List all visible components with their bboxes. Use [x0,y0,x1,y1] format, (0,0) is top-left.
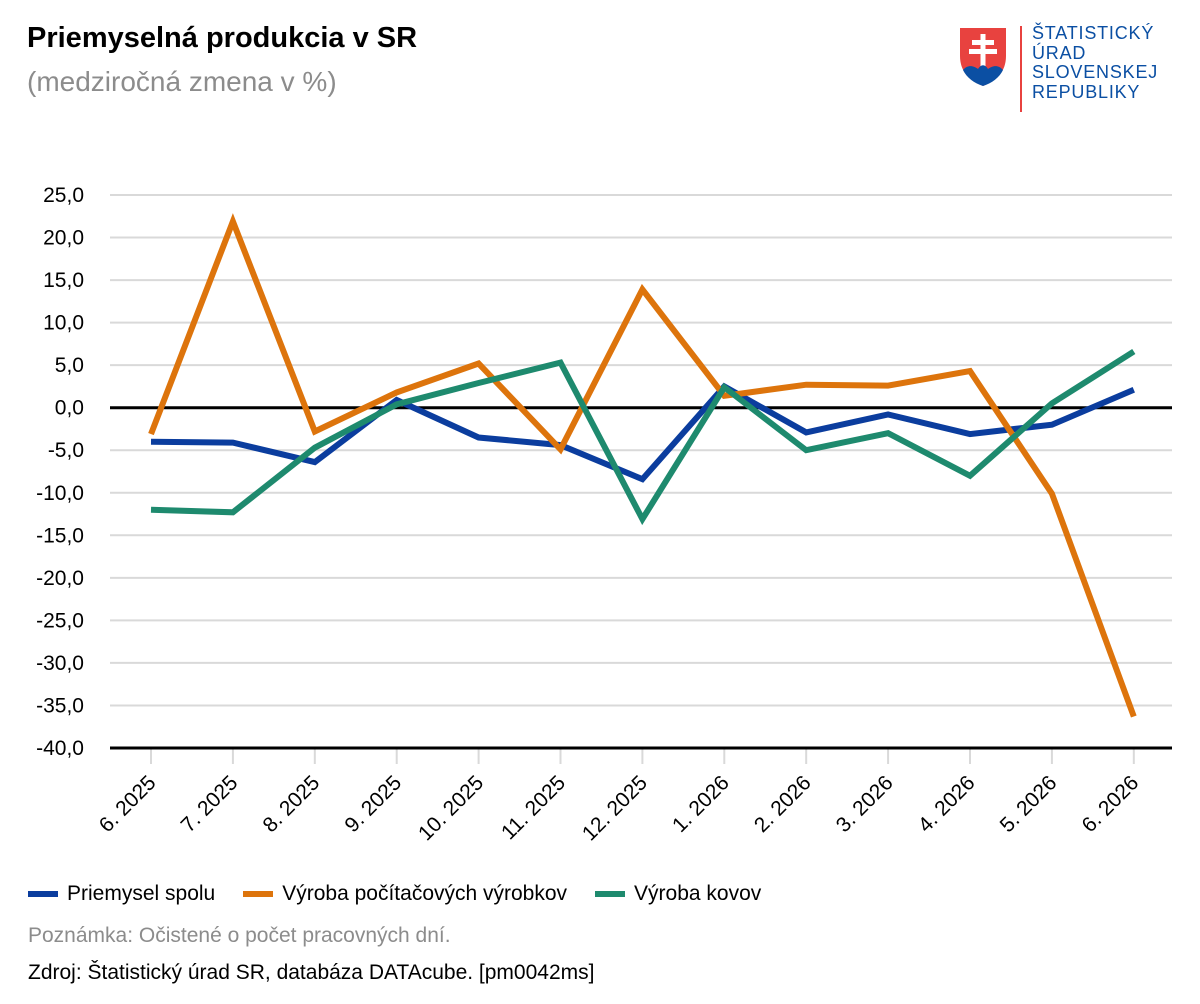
statistical-office-logo: ŠTATISTICKÝ ÚRAD SLOVENSKEJ REPUBLIKY [958,23,1178,116]
y-tick-label: -15,0 [36,524,84,547]
x-tick-label: 4. 2026 [914,771,980,837]
y-tick-label: 25,0 [43,184,84,207]
legend-label: Výroba kovov [634,882,762,905]
chart-note: Poznámka: Očistené o počet pracovných dn… [28,924,451,947]
x-tick-label: 9. 2025 [340,771,406,837]
slovak-coat-of-arms-icon [960,28,1006,86]
y-tick-label: -5,0 [48,439,84,462]
y-tick-label: 15,0 [43,269,84,292]
x-tick-label: 11. 2025 [497,771,570,844]
chart-source: Zdroj: Štatistický úrad SR, databáza DAT… [28,961,595,984]
legend-item-priemysel-spolu: Priemysel spolu [28,882,215,906]
y-tick-label: 10,0 [43,312,84,335]
chart-subtitle: (medziročná zmena v %) [27,66,337,97]
y-tick-label: -35,0 [36,694,84,717]
x-tick-label: 5. 2026 [996,771,1062,837]
x-tick-label: 3. 2026 [832,771,898,837]
x-tick-label: 6. 2026 [1078,771,1144,837]
legend-label: Výroba počítačových výrobkov [282,882,568,905]
logo-text-line: ÚRAD [1032,42,1087,63]
logo-text-line: ŠTATISTICKÝ [1032,23,1155,43]
y-tick-label: -30,0 [36,652,84,675]
chart-legend: Priemysel spolu Výroba počítačových výro… [28,880,789,908]
y-tick-label: 0,0 [55,397,84,420]
series-line-1 [150,382,1135,483]
legend-item-vyroba-pocitacovych-vyrobkov: Výroba počítačových výrobkov [243,882,567,906]
y-tick-label: 20,0 [43,227,84,250]
legend-swatch [595,891,626,897]
legend-swatch [28,891,58,897]
x-tick-label: 8. 2025 [259,771,325,837]
logo-divider [1020,26,1022,112]
chart-title: Priemyselná produkcia v SR [27,22,418,54]
legend-item-vyroba-kovov: Výroba kovov [595,882,761,906]
series-line-3 [150,348,1136,526]
logo-text-line: REPUBLIKY [1032,81,1141,102]
x-tick-label: 12. 2025 [578,771,652,845]
logo-text: ŠTATISTICKÝ ÚRAD SLOVENSKEJ REPUBLIKY [1032,23,1159,102]
y-tick-label: -40,0 [36,737,84,760]
legend-label: Priemysel spolu [67,882,216,905]
x-tick-label: 6. 2025 [95,771,161,837]
x-tick-label: 2. 2026 [750,771,816,837]
x-tick-label: 1. 2026 [668,771,734,837]
line-chart: 25,0 20,0 15,0 10,0 5,0 0,0 -5,0 -10,0 -15,0 -20,… [36,184,1172,845]
x-tick-label: 7. 2025 [177,771,243,837]
y-tick-label: 5,0 [55,354,84,377]
series-line-2 [148,213,1137,718]
legend-swatch [243,891,274,897]
x-tick-label: 10. 2025 [414,771,488,845]
logo-text-line: SLOVENSKEJ [1032,62,1159,82]
y-tick-label: -25,0 [36,609,84,632]
y-tick-label: -10,0 [36,482,84,505]
y-tick-label: -20,0 [36,567,84,590]
